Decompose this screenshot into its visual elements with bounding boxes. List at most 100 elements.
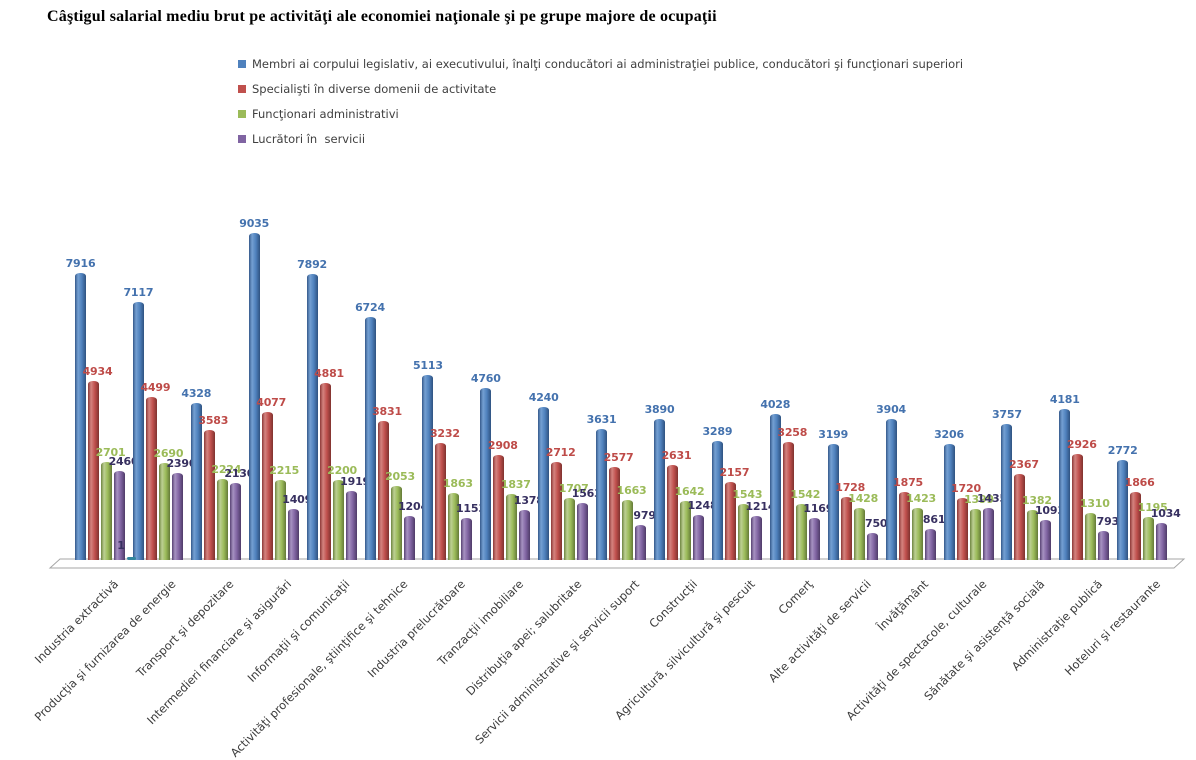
value-label: 1728	[835, 481, 866, 494]
value-label: 1423	[906, 492, 937, 505]
value-label: 1399	[964, 493, 994, 506]
bar-series1-cat9	[609, 467, 621, 560]
value-label: 3232	[429, 427, 460, 440]
bar-series1-cat5	[377, 421, 389, 560]
bar-series2-cat6	[448, 493, 460, 560]
value-label: 2701	[95, 446, 126, 459]
value-label: 2908	[487, 439, 518, 452]
bar-series1-cat10	[667, 465, 678, 560]
bar-series2-cat8	[564, 498, 576, 560]
value-label: 1382	[1021, 494, 1052, 507]
value-label: 4881	[314, 367, 345, 380]
bar-series1-cat11	[724, 482, 736, 560]
bar-series1-cat7	[493, 455, 505, 560]
legend-swatch-icon	[238, 85, 246, 93]
value-label: 7916	[65, 257, 96, 270]
value-label: 2053	[385, 470, 415, 483]
value-label: 1707	[558, 482, 589, 495]
bar-series3-cat6	[461, 518, 473, 560]
value-label: 1542	[790, 488, 821, 501]
value-label: 2690	[153, 447, 184, 460]
value-label: 2772	[1107, 444, 1138, 457]
bar-series3-cat12	[808, 518, 820, 560]
bar-series0-cat4	[306, 274, 318, 560]
value-label: 4028	[760, 398, 791, 411]
value-label: 9035	[239, 217, 270, 230]
bar-series0-cat9	[596, 429, 608, 560]
value-label: 1310	[1079, 497, 1110, 510]
value-label: 3258	[777, 426, 808, 439]
bar-series1-cat3	[261, 412, 273, 560]
legend-item-service-workers: Lucrători în servicii	[238, 133, 963, 146]
value-label: 1214	[745, 500, 776, 513]
extra-marker-label: 1	[117, 539, 125, 552]
value-label: 1034	[1150, 507, 1181, 520]
bar-series2-cat12	[795, 504, 807, 560]
bar-series3-cat15	[982, 508, 994, 560]
value-label: 2215	[269, 464, 300, 477]
value-label: 2712	[545, 446, 576, 459]
value-label: 1919	[340, 475, 371, 488]
bar-series1-cat13	[840, 497, 852, 560]
bar-series1-cat16	[1014, 474, 1026, 560]
value-label: 3206	[934, 428, 964, 441]
value-label: 3890	[644, 403, 675, 416]
value-label: 1153	[455, 502, 486, 515]
bar-series0-cat7	[480, 388, 492, 560]
value-label: 3904	[876, 403, 907, 416]
bar-series2-cat16	[1027, 510, 1039, 560]
legend-label: Membri ai corpului legislativ, ai execut…	[252, 57, 964, 71]
value-label: 1435	[977, 492, 1007, 505]
bar-series0-cat10	[654, 419, 665, 560]
value-label: 2367	[1008, 458, 1039, 471]
bar-series2-cat18	[1143, 517, 1155, 560]
legend-label: Specialişti în diverse domenii de activi…	[252, 82, 497, 96]
value-label: 7892	[297, 258, 328, 271]
legend-item-managers: Membri ai corpului legislativ, ai execut…	[238, 58, 963, 71]
bar-series0-cat17	[1059, 409, 1071, 560]
bar-series0-cat2	[190, 403, 202, 560]
value-label: 979	[633, 509, 656, 522]
value-label: 4934	[82, 365, 113, 378]
value-label: 793	[1096, 515, 1120, 528]
bar-series0-cat0	[75, 273, 86, 560]
bar-series2-cat3	[274, 480, 286, 560]
bar-series2-cat10	[680, 501, 691, 560]
legend-item-specialists: Specialişti în diverse domenii de activi…	[238, 83, 963, 96]
bar-series2-cat0	[101, 462, 112, 560]
bar-series3-cat2	[229, 483, 241, 560]
bar-series0-cat1	[132, 302, 144, 560]
value-label: 1409	[282, 493, 313, 506]
value-label: 4328	[181, 387, 212, 400]
value-label: 2631	[661, 449, 692, 462]
bar-series2-cat1	[158, 463, 170, 560]
value-label: 1169	[803, 502, 834, 515]
value-label: 4181	[1049, 393, 1080, 406]
bar-series2-cat4	[332, 480, 344, 560]
bar-series1-cat17	[1072, 454, 1084, 560]
bar-series1-cat0	[88, 381, 99, 560]
bar-series2-cat14	[911, 508, 923, 560]
bar-series0-cat18	[1117, 460, 1129, 560]
value-label: 1837	[500, 478, 531, 491]
bar-series3-cat3	[287, 509, 299, 560]
floor-plane	[48, 558, 1186, 569]
bar-series1-cat2	[203, 430, 215, 560]
value-label: 4077	[256, 396, 287, 409]
extra-marker-bar	[127, 557, 136, 560]
bar-series1-cat18	[1130, 492, 1142, 560]
value-label: 3583	[198, 414, 229, 427]
value-label: 7117	[123, 286, 154, 299]
value-label: 1195	[1137, 501, 1168, 514]
value-label: 3831	[372, 405, 402, 418]
bar-series3-cat16	[1040, 520, 1052, 560]
bar-series3-cat17	[1098, 531, 1110, 560]
bar-series3-cat4	[345, 491, 357, 560]
bar-series0-cat15	[943, 444, 955, 560]
value-label: 1248	[687, 499, 718, 512]
value-label: 1204	[398, 500, 428, 513]
value-label: 750	[865, 517, 888, 530]
bar-series1-cat15	[956, 498, 968, 560]
value-label: 1663	[616, 484, 647, 497]
